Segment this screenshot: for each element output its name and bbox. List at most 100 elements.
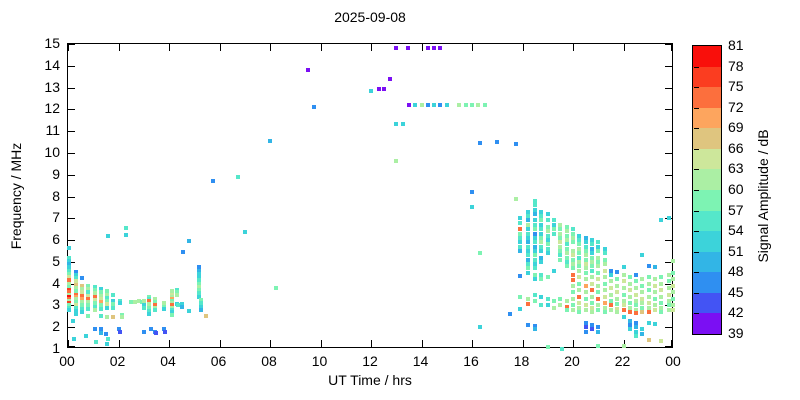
data-point [533, 327, 538, 332]
data-point [153, 300, 158, 305]
data-point [589, 255, 594, 260]
data-point [602, 288, 607, 293]
data-point [545, 211, 550, 216]
colorbar-tick [694, 87, 699, 89]
data-point [583, 303, 588, 308]
data-point [476, 103, 481, 107]
axis-tick [68, 44, 75, 45]
data-point [525, 302, 530, 307]
data-point [533, 240, 538, 245]
data-point [558, 253, 563, 258]
data-point [564, 225, 569, 229]
data-point [67, 288, 72, 293]
y-tick-label: 15 [44, 35, 60, 51]
data-point [577, 238, 582, 243]
data-point [564, 233, 569, 238]
data-point [583, 257, 588, 262]
data-point [558, 244, 563, 249]
data-point [666, 303, 671, 308]
data-point [646, 305, 651, 310]
data-point [653, 277, 658, 282]
data-point [79, 309, 84, 314]
data-point [539, 209, 544, 214]
data-point [559, 347, 564, 351]
data-point [558, 231, 563, 236]
data-point [533, 198, 538, 203]
data-point [517, 274, 522, 279]
axis-tick [68, 88, 75, 89]
data-point [627, 309, 632, 314]
data-point [86, 314, 91, 319]
axis-tick [371, 44, 372, 51]
data-point [274, 286, 279, 290]
data-point [514, 142, 519, 147]
data-point [161, 306, 166, 311]
data-point [425, 103, 430, 107]
data-point [653, 290, 658, 295]
data-point [136, 299, 141, 304]
data-point [627, 305, 632, 310]
data-point [124, 232, 129, 237]
data-point [533, 235, 538, 240]
data-point [92, 304, 97, 309]
data-point [67, 296, 72, 301]
data-point [608, 268, 613, 273]
axis-tick [624, 44, 625, 51]
colorbar-tick-label: 54 [728, 222, 744, 239]
data-point [79, 300, 84, 305]
axis-tick [270, 44, 271, 51]
x-tick-label: 10 [311, 353, 328, 369]
data-point [564, 229, 569, 234]
data-point [438, 103, 443, 107]
data-point [558, 227, 563, 232]
data-point [602, 294, 607, 299]
colorbar-segment [693, 46, 721, 68]
data-point [495, 140, 500, 145]
data-point [525, 253, 530, 258]
data-point [653, 307, 658, 312]
x-tick-label: 00 [59, 353, 75, 369]
data-point [153, 296, 158, 301]
axis-tick [220, 340, 221, 347]
data-point [197, 278, 202, 283]
data-point [666, 272, 671, 277]
data-point [533, 299, 538, 304]
data-point [583, 262, 588, 267]
data-point [666, 216, 671, 221]
data-point [105, 299, 110, 304]
axis-tick [665, 175, 672, 176]
data-point [596, 296, 601, 301]
data-point [571, 296, 575, 301]
data-point [627, 294, 632, 299]
data-point [621, 299, 626, 304]
data-point [67, 292, 72, 297]
data-point [525, 218, 530, 223]
data-point [533, 222, 538, 227]
data-point [539, 294, 544, 299]
data-point [589, 309, 594, 314]
data-point [73, 279, 78, 284]
data-point [174, 288, 179, 293]
data-point [539, 259, 544, 264]
axis-tick [665, 44, 672, 45]
colorbar-segment [693, 210, 721, 232]
data-point [640, 283, 645, 288]
data-point [659, 309, 664, 314]
data-point [86, 300, 91, 305]
axis-tick [169, 44, 170, 51]
data-point [533, 248, 538, 253]
data-point [577, 281, 582, 286]
data-point [571, 240, 575, 245]
data-point [92, 291, 97, 296]
x-tick-label: 16 [463, 353, 479, 369]
data-point [169, 299, 174, 304]
data-point [197, 275, 202, 280]
data-point [659, 294, 664, 299]
data-point [552, 231, 557, 236]
axis-tick [671, 340, 672, 347]
data-point [571, 303, 575, 308]
data-point [596, 244, 601, 249]
data-point [105, 302, 110, 307]
data-point [405, 46, 410, 51]
data-point [83, 333, 88, 338]
